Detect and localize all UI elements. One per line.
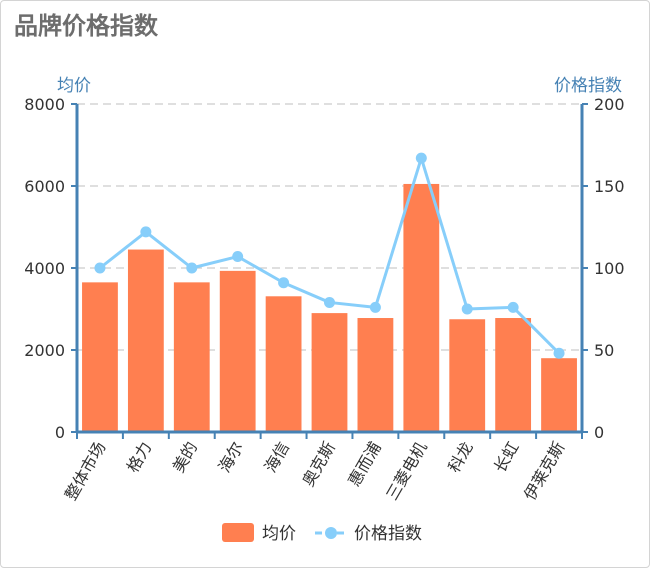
line-point-整体市场[interactable] [94,262,106,274]
legend-label-bar[interactable]: 均价 [262,524,296,544]
line-point-海信[interactable] [278,277,290,289]
left-tick-label: 4000 [24,259,65,278]
bar-惠而浦[interactable] [357,318,394,432]
legend-label-line[interactable]: 价格指数 [354,524,422,544]
bar-奥克斯[interactable] [311,313,348,432]
line-point-伊莱克斯[interactable] [553,347,565,359]
x-tick-label: 格力 [123,439,155,476]
x-tick-label: 海信 [261,439,293,476]
right-tick-label: 150 [594,177,625,196]
bar-伊莱克斯[interactable] [541,358,577,432]
chart-title: 品牌价格指数 [14,12,158,40]
x-tick-label: 奥克斯 [299,439,339,490]
line-point-奥克斯[interactable] [324,296,335,308]
bar-格力[interactable] [127,249,164,432]
right-tick-label: 50 [594,341,614,360]
bar-美的[interactable] [173,282,210,432]
line-point-海尔[interactable] [232,251,244,263]
legend-swatch-bar[interactable] [222,523,254,542]
line-point-美的[interactable] [186,262,198,274]
line-point-三菱电机[interactable] [415,152,427,164]
left-tick-label: 6000 [24,177,65,196]
line-point-科龙[interactable] [461,303,473,315]
bar-整体市场[interactable] [82,282,118,432]
line-point-长虹[interactable] [507,301,519,313]
line-point-格力[interactable] [140,226,152,238]
x-tick-label: 长虹 [490,439,522,476]
x-tick-label: 科龙 [444,439,476,476]
x-tick-label: 美的 [169,439,201,476]
bar-长虹[interactable] [495,318,532,432]
x-tick-label: 三菱电机 [382,439,430,504]
left-tick-label: 2000 [24,341,65,360]
left-tick-label: 0 [55,423,65,442]
bar-海信[interactable] [265,296,302,432]
bar-科龙[interactable] [449,319,486,432]
x-tick-label: 整体市场 [61,439,109,504]
x-tick-label: 惠而浦 [344,439,384,490]
bar-三菱电机[interactable] [403,183,440,432]
bar-海尔[interactable] [219,270,256,432]
legend: 均价 价格指数 [222,523,422,544]
right-tick-label: 200 [594,95,625,114]
legend-line-marker [325,527,337,539]
x-tick-label: 海尔 [215,439,247,476]
right-axis-label: 价格指数 [554,76,622,96]
right-tick-label: 0 [594,423,604,442]
right-tick-label: 100 [594,259,625,278]
x-tick-label: 伊莱克斯 [520,439,568,504]
line-point-惠而浦[interactable] [369,301,381,313]
left-axis-label: 均价 [57,76,91,96]
left-tick-label: 8000 [24,95,65,114]
